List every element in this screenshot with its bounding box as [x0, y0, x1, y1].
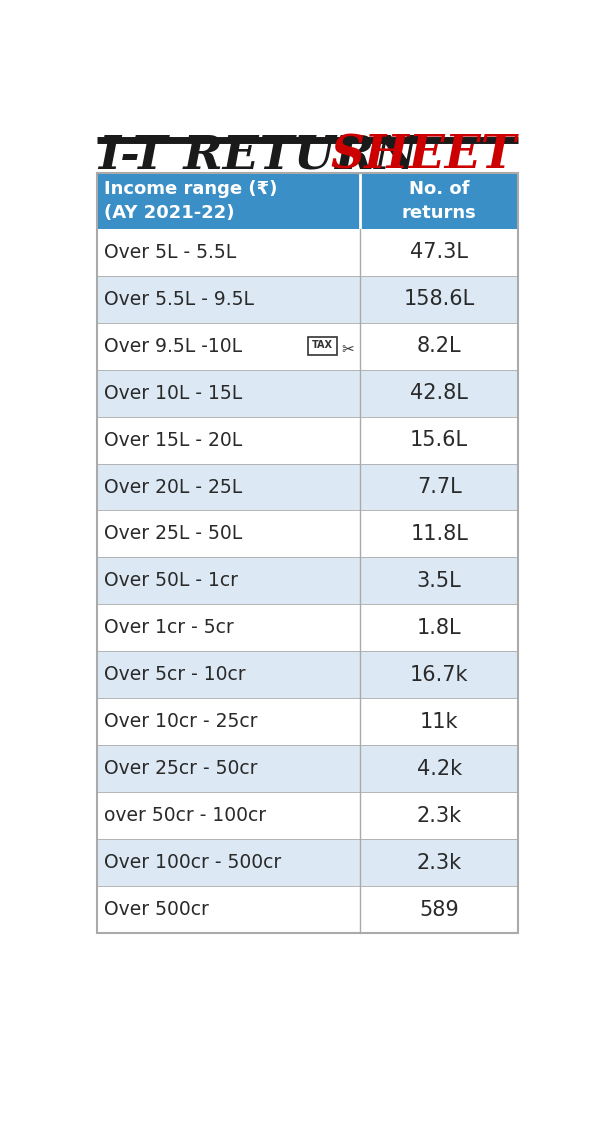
Text: Over 500cr: Over 500cr — [104, 900, 209, 919]
Text: 7.7L: 7.7L — [417, 477, 461, 497]
FancyBboxPatch shape — [308, 337, 337, 355]
Bar — [97, 699, 518, 746]
Bar — [97, 839, 518, 886]
Text: ✂: ✂ — [341, 343, 355, 357]
Text: SHEET: SHEET — [331, 132, 517, 178]
Bar — [97, 557, 518, 604]
Text: Over 25L - 50L: Over 25L - 50L — [104, 524, 242, 544]
Text: 8.2L: 8.2L — [417, 336, 461, 356]
Text: Over 100cr - 500cr: Over 100cr - 500cr — [104, 853, 282, 872]
Bar — [97, 322, 518, 370]
Text: 15.6L: 15.6L — [410, 431, 469, 450]
Text: 1.8L: 1.8L — [417, 618, 461, 638]
Text: Over 20L - 25L: Over 20L - 25L — [104, 477, 242, 497]
Text: Over 25cr - 50cr: Over 25cr - 50cr — [104, 759, 258, 779]
Bar — [97, 417, 518, 464]
Text: 158.6L: 158.6L — [404, 289, 475, 309]
Text: 11.8L: 11.8L — [410, 524, 468, 544]
Text: TAX: TAX — [312, 339, 333, 349]
Text: 47.3L: 47.3L — [410, 242, 468, 263]
Text: 2.3k: 2.3k — [416, 806, 462, 826]
Text: 11k: 11k — [420, 711, 458, 732]
Bar — [97, 604, 518, 651]
Text: Over 5L - 5.5L: Over 5L - 5.5L — [104, 242, 236, 262]
Text: 2.3k: 2.3k — [416, 853, 462, 872]
Text: Income range (₹)
(AY 2021-22): Income range (₹) (AY 2021-22) — [104, 180, 278, 222]
Bar — [97, 275, 518, 322]
Text: I-T RETURN: I-T RETURN — [98, 132, 434, 178]
Bar — [97, 510, 518, 557]
Text: 3.5L: 3.5L — [417, 571, 461, 590]
Text: 16.7k: 16.7k — [410, 665, 469, 685]
Bar — [97, 174, 518, 228]
Text: Over 10L - 15L: Over 10L - 15L — [104, 384, 242, 403]
Bar — [97, 651, 518, 699]
Bar — [97, 793, 518, 839]
Bar — [97, 886, 518, 933]
Bar — [97, 370, 518, 417]
Text: Over 15L - 20L: Over 15L - 20L — [104, 431, 242, 450]
Text: Over 9.5L -10L: Over 9.5L -10L — [104, 337, 242, 355]
Bar — [97, 228, 518, 275]
Text: Over 10cr - 25cr: Over 10cr - 25cr — [104, 713, 258, 731]
Bar — [97, 746, 518, 793]
Text: over 50cr - 100cr: over 50cr - 100cr — [104, 806, 266, 826]
Text: Over 50L - 1cr: Over 50L - 1cr — [104, 571, 238, 590]
Bar — [97, 174, 518, 933]
Text: 589: 589 — [419, 900, 459, 919]
Text: 42.8L: 42.8L — [410, 383, 468, 403]
Text: Over 5cr - 10cr: Over 5cr - 10cr — [104, 666, 246, 684]
Text: Over 1cr - 5cr: Over 1cr - 5cr — [104, 619, 234, 637]
Text: Over 5.5L - 9.5L: Over 5.5L - 9.5L — [104, 290, 254, 308]
Bar — [97, 464, 518, 510]
Text: No. of
returns: No. of returns — [402, 180, 476, 222]
Text: 4.2k: 4.2k — [416, 758, 462, 779]
